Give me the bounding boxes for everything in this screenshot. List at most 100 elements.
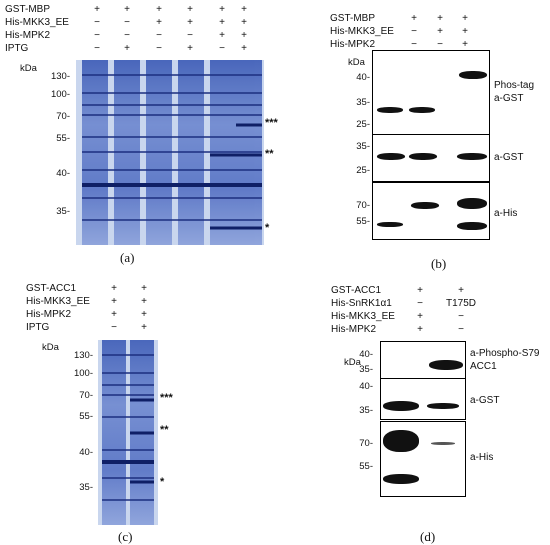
mw-marker: 70- xyxy=(356,200,370,211)
sign: + xyxy=(156,17,162,28)
mw-marker: 35- xyxy=(356,141,370,152)
mw-marker: 70- xyxy=(359,438,373,449)
blot-band xyxy=(427,403,459,409)
row-label-gst-mbp: GST-MBP xyxy=(330,13,376,24)
blot-band xyxy=(383,401,419,411)
mw-marker: 70- xyxy=(56,111,70,122)
sign: + xyxy=(187,17,193,28)
blot2-label-a-gst: a-GST xyxy=(470,395,500,406)
gel-image-c xyxy=(98,340,158,525)
row-label-his-mkk3: His-MKK3_EE xyxy=(331,311,395,322)
sign: − xyxy=(187,30,193,41)
sign: + xyxy=(187,43,193,54)
sign: + xyxy=(141,322,147,333)
sign: + xyxy=(124,4,130,15)
blot-band xyxy=(411,202,439,209)
mw-marker: 35- xyxy=(359,405,373,416)
mw-marker: 100- xyxy=(73,368,93,379)
sign: + xyxy=(417,285,423,296)
kda-label-b: kDa xyxy=(348,57,365,68)
blot-band xyxy=(457,222,487,230)
sign: − xyxy=(458,311,464,322)
mw-marker: 40- xyxy=(359,381,373,392)
kda-label-a: kDa xyxy=(20,63,37,74)
sign: − xyxy=(94,17,100,28)
blot-band xyxy=(409,153,437,160)
blot1-label-acc1: ACC1 xyxy=(470,361,497,372)
sign: − xyxy=(94,43,100,54)
mw-marker: 25- xyxy=(356,119,370,130)
sign: + xyxy=(111,309,117,320)
sign: + xyxy=(241,30,247,41)
asterisk-triple: *** xyxy=(265,117,278,129)
sign: + xyxy=(219,30,225,41)
row-label-his-mpk2: His-MPK2 xyxy=(26,309,72,320)
panel-letter-a: (a) xyxy=(120,250,135,265)
row-label-gst-mbp: GST-MBP xyxy=(5,4,51,15)
blot1-label-phospho: a-Phospho-S79 xyxy=(470,348,540,359)
sign: + xyxy=(156,4,162,15)
blot-band xyxy=(457,198,487,209)
asterisk-double: ** xyxy=(265,148,274,160)
sign: − xyxy=(417,298,423,309)
kda-label-d: kDa xyxy=(344,357,361,368)
blot2-label-a-gst: a-GST xyxy=(494,152,524,163)
asterisk-triple: *** xyxy=(160,392,173,404)
row-label-iptg: IPTG xyxy=(5,43,29,54)
his-blot-d xyxy=(380,421,466,497)
mw-marker: 70- xyxy=(79,390,93,401)
sign: + xyxy=(417,324,423,335)
blot-band xyxy=(429,360,463,370)
mw-marker: 25- xyxy=(356,165,370,176)
blot-band xyxy=(457,153,487,160)
row-label-his-mpk2: His-MPK2 xyxy=(331,324,377,335)
row-label-his-mkk3: His-MKK3_EE xyxy=(330,26,394,37)
sign: + xyxy=(411,13,417,24)
sign: + xyxy=(241,4,247,15)
sign: − xyxy=(156,30,162,41)
asterisk-single: * xyxy=(265,222,270,234)
panel-letter-c: (c) xyxy=(118,529,133,544)
blot-band xyxy=(377,107,403,113)
kda-label-c: kDa xyxy=(42,342,59,353)
blot-band xyxy=(383,474,419,484)
sign: − xyxy=(111,322,117,333)
sign: + xyxy=(187,4,193,15)
blot-band xyxy=(409,107,435,113)
phospho-s79-blot xyxy=(380,341,466,379)
sign: − xyxy=(411,39,417,50)
row-label-gst-acc1: GST-ACC1 xyxy=(331,285,382,296)
mw-marker: 100- xyxy=(50,89,70,100)
sign: + xyxy=(111,296,117,307)
sign: − xyxy=(124,17,130,28)
blot-band xyxy=(377,222,403,227)
sign: + xyxy=(462,39,468,50)
mw-marker: 40- xyxy=(56,168,70,179)
mw-marker: 130- xyxy=(50,71,70,82)
mw-marker: 40- xyxy=(356,72,370,83)
mw-marker: 130- xyxy=(73,350,93,361)
sign: − xyxy=(437,39,443,50)
blot-band xyxy=(383,430,419,452)
mw-marker: 55- xyxy=(356,216,370,227)
sign: + xyxy=(241,17,247,28)
row-label-his-snrk1: His-SnRK1α1 xyxy=(331,298,392,309)
phos-tag-blot xyxy=(372,50,490,136)
sign: + xyxy=(141,283,147,294)
gst-blot-d xyxy=(380,378,466,420)
sign: + xyxy=(458,285,464,296)
sign: − xyxy=(156,43,162,54)
sign: + xyxy=(219,17,225,28)
mw-marker: 55- xyxy=(56,133,70,144)
sign: + xyxy=(241,43,247,54)
sign: + xyxy=(437,13,443,24)
gel-lanes-a xyxy=(82,60,262,245)
blot3-label-a-his: a-His xyxy=(494,208,518,219)
asterisk-single: * xyxy=(160,476,165,488)
sign: T175D xyxy=(446,298,477,309)
mw-marker: 40- xyxy=(79,447,93,458)
sign: − xyxy=(124,30,130,41)
sign: + xyxy=(141,296,147,307)
mw-marker: 35- xyxy=(356,97,370,108)
sign: + xyxy=(462,13,468,24)
